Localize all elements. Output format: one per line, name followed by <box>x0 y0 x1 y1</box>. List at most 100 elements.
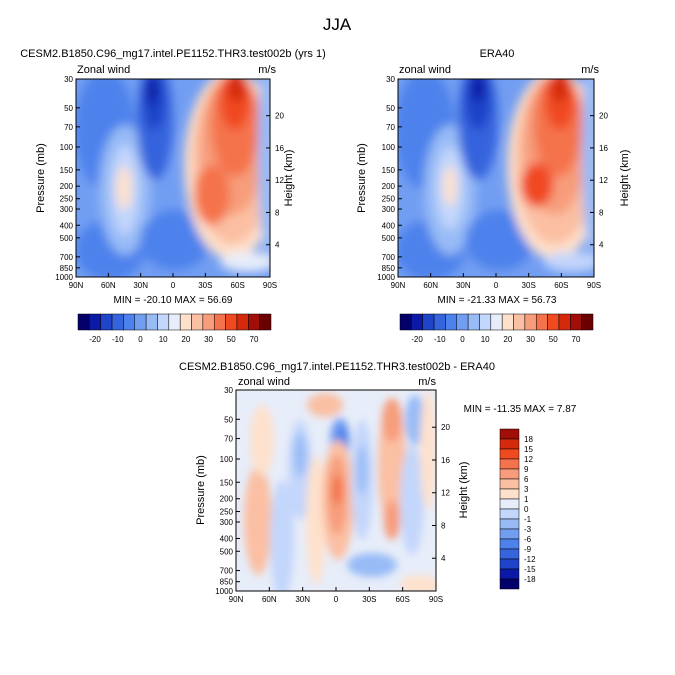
y-tick-label: 850 <box>220 578 234 587</box>
y-right-tick-label: 16 <box>441 456 450 465</box>
y-tick-label: 1000 <box>377 273 395 282</box>
colorbar-swatch <box>134 313 147 331</box>
colorbar-swatch <box>213 313 226 331</box>
x-tick-label: 30N <box>295 595 310 604</box>
colorbar-label: 30 <box>526 335 535 344</box>
x-tick-label: 60S <box>554 281 568 290</box>
y-right-tick-label: 12 <box>599 176 608 185</box>
contour-field <box>236 390 436 591</box>
x-tick-label: 0 <box>494 281 499 290</box>
colorbar-swatch <box>157 313 170 331</box>
panel-left-label: zonal wind <box>399 64 451 76</box>
colorbar-label: 50 <box>227 335 236 344</box>
y-right-tick-label: 8 <box>441 521 446 530</box>
y-tick-label: 50 <box>64 104 73 113</box>
y-tick-label: 200 <box>382 182 396 191</box>
colorbar-label: -12 <box>524 555 536 564</box>
colorbar-swatch <box>499 448 520 460</box>
colorbar-swatch <box>499 558 520 570</box>
x-tick-label: 30N <box>133 281 148 290</box>
colorbar-swatch <box>77 313 90 331</box>
y-tick-label: 50 <box>386 104 395 113</box>
colorbar-label: 20 <box>503 335 512 344</box>
colorbar-label: -9 <box>524 545 532 554</box>
panel-title: CESM2.B1850.C96_mg17.intel.PE1152.THR3.t… <box>20 48 326 60</box>
colorbar-swatch <box>558 313 571 331</box>
y-tick-label: 300 <box>220 518 234 527</box>
y-tick-label: 100 <box>60 143 74 152</box>
y-tick-label: 850 <box>60 264 74 273</box>
colorbar-swatch <box>202 313 215 331</box>
y-tick-label: 700 <box>220 567 234 576</box>
y-right-tick-label: 8 <box>599 208 604 217</box>
y-right-tick-label: 16 <box>599 144 608 153</box>
colorbar-swatch <box>524 313 537 331</box>
y-axis-right-label: Height (km) <box>458 462 470 519</box>
colorbar-swatch <box>191 313 204 331</box>
x-tick-label: 0 <box>171 281 176 290</box>
colorbar-label: 20 <box>181 335 190 344</box>
y-tick-label: 300 <box>60 205 74 214</box>
y-tick-label: 850 <box>382 264 396 273</box>
panel-left-label: Zonal wind <box>77 64 130 76</box>
colorbar-swatch <box>499 508 520 520</box>
y-tick-label: 30 <box>386 75 395 84</box>
panel-difference: CESM2.B1850.C96_mg17.intel.PE1152.THR3.t… <box>179 361 577 604</box>
y-tick-label: 400 <box>220 534 234 543</box>
x-tick-label: 30S <box>522 281 536 290</box>
colorbar-label: 50 <box>549 335 558 344</box>
colorbar-swatch <box>479 313 492 331</box>
y-right-tick-label: 20 <box>441 423 450 432</box>
x-tick-label: 90N <box>391 281 406 290</box>
x-tick-label: 60S <box>396 595 410 604</box>
y-tick-label: 300 <box>382 205 396 214</box>
figure-title: JJA <box>323 15 352 34</box>
panel-title: ERA40 <box>480 48 515 60</box>
y-axis-label: Pressure (mb) <box>195 455 207 525</box>
axes: 90N 60N 30N 0 30S 60S 90S 30 50 70 100 150 200 250300… <box>377 75 608 290</box>
y-tick-label: 70 <box>224 435 233 444</box>
colorbar-swatch <box>499 538 520 550</box>
panel-left-label: zonal wind <box>238 376 290 388</box>
colorbar-swatch <box>499 548 520 560</box>
colorbar-swatch <box>411 313 423 331</box>
colorbar-swatch <box>89 313 101 331</box>
colorbar-swatch <box>581 313 594 331</box>
y-tick-label: 200 <box>60 182 74 191</box>
y-tick-label: 500 <box>60 234 74 243</box>
colorbar-label: -20 <box>89 335 101 344</box>
colorbar-label: 0 <box>460 335 465 344</box>
colorbar-label: 10 <box>481 335 490 344</box>
colorbar-swatch <box>499 488 520 500</box>
y-tick-label: 70 <box>64 123 73 132</box>
y-tick-label: 700 <box>382 253 396 262</box>
y-axis-right-label: Height (km) <box>619 150 631 207</box>
y-tick-label: 500 <box>220 547 234 556</box>
colorbar-label: -10 <box>112 335 124 344</box>
colorbar-label: 6 <box>524 475 529 484</box>
colorbar-swatch <box>499 478 520 490</box>
panel-model: CESM2.B1850.C96_mg17.intel.PE1152.THR3.t… <box>20 48 326 344</box>
colorbar-swatch <box>399 313 412 331</box>
min-max-stats: MIN = -20.10 MAX = 56.69 <box>114 295 233 306</box>
panel-units-label: m/s <box>581 64 599 76</box>
x-tick-label: 60N <box>101 281 116 290</box>
y-tick-label: 50 <box>224 415 233 424</box>
y-tick-label: 1000 <box>55 273 73 282</box>
colorbar-swatch <box>236 313 249 331</box>
y-tick-label: 400 <box>60 221 74 230</box>
x-tick-label: 90S <box>263 281 277 290</box>
panel-units-label: m/s <box>418 376 436 388</box>
colorbar-swatch <box>499 498 520 510</box>
x-tick-label: 90S <box>429 595 443 604</box>
colorbar-label: 18 <box>524 435 533 444</box>
colorbar-swatch <box>499 428 520 440</box>
y-tick-label: 70 <box>386 123 395 132</box>
x-tick-label: 60N <box>262 595 277 604</box>
colorbar-swatch <box>499 578 520 590</box>
colorbar-swatch <box>513 313 526 331</box>
y-tick-label: 250 <box>60 195 74 204</box>
colorbar-swatch <box>456 313 469 331</box>
colorbar-label: 0 <box>138 335 143 344</box>
colorbar-swatch <box>259 313 272 331</box>
